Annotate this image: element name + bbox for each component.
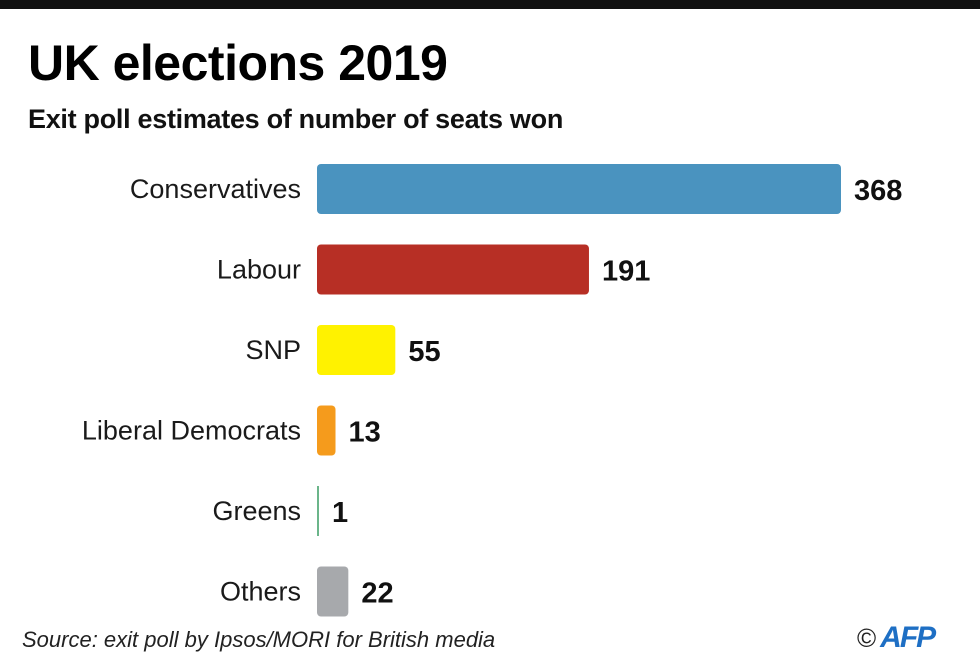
category-label-liberal-democrats: Liberal Democrats <box>82 416 301 446</box>
category-label-others: Others <box>220 577 301 607</box>
top-rule <box>0 0 980 9</box>
credit: © AFP <box>857 621 936 655</box>
category-label-conservatives: Conservatives <box>130 174 301 204</box>
value-label-snp: 55 <box>408 336 440 368</box>
value-label-labour: 191 <box>602 256 650 288</box>
value-label-liberal-democrats: 13 <box>349 417 381 449</box>
category-label-greens: Greens <box>212 496 301 526</box>
afp-logo: AFP <box>880 621 936 654</box>
copyright-icon: © <box>857 622 877 653</box>
bar-labour <box>317 244 589 295</box>
chart-subtitle: Exit poll estimates of number of seats w… <box>28 104 564 134</box>
bar-snp <box>317 325 396 375</box>
value-label-conservatives: 368 <box>854 175 902 207</box>
category-label-snp: SNP <box>245 335 301 365</box>
bar-others <box>317 566 349 617</box>
source-note: Source: exit poll by Ipsos/MORI for Brit… <box>22 627 496 652</box>
category-label-labour: Labour <box>217 255 301 285</box>
bar-greens <box>317 486 319 536</box>
bar-liberal-democrats <box>317 405 336 456</box>
value-label-greens: 1 <box>332 497 348 529</box>
chart-title: UK elections 2019 <box>28 35 448 91</box>
value-label-others: 22 <box>361 578 393 610</box>
bar-conservatives <box>317 164 841 214</box>
